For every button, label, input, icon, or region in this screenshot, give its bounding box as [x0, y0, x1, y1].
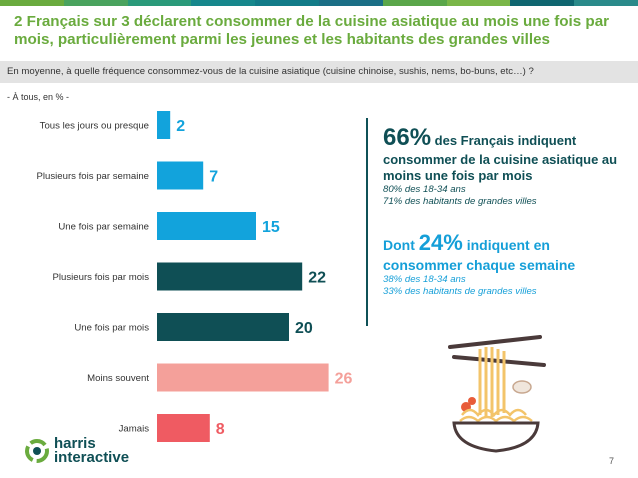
bar: [157, 414, 210, 442]
category-label: Plusieurs fois par semaine: [36, 171, 149, 182]
value-label: 20: [295, 320, 313, 337]
category-label: Tous les jours ou presque: [40, 121, 149, 132]
divider-line: [366, 118, 368, 326]
top-bar-segment: [574, 0, 638, 6]
bar: [157, 313, 289, 341]
top-bar-segment: [0, 0, 64, 6]
category-label: Une fois par semaine: [58, 222, 149, 233]
top-bar-segment: [382, 0, 447, 6]
logo-line-1: harris: [54, 435, 96, 452]
top-bar-segment: [318, 0, 383, 6]
value-label: 2: [176, 118, 185, 135]
callout-text-1b: consommer de la cuisine asiatique au moi…: [383, 152, 618, 183]
value-label: 15: [262, 219, 280, 236]
callout-pct-66: 66%: [383, 124, 432, 151]
top-bar-segment: [446, 0, 511, 6]
harris-interactive-logo: harris interactive: [24, 435, 130, 466]
callout-sub-2a: 38% des 18-34 ans: [383, 274, 466, 285]
category-label: Plusieurs fois par mois: [52, 272, 149, 283]
value-label: 26: [335, 371, 353, 388]
callout-sub-1a: 80% des 18-34 ans: [383, 184, 466, 195]
callout-prefix-2: Dont: [383, 237, 419, 253]
bar: [157, 212, 256, 240]
noodle-bowl-illustration: [448, 335, 546, 453]
value-label: 22: [308, 270, 326, 287]
value-label: 8: [216, 421, 225, 438]
bar: [157, 363, 329, 392]
logo-line-2: interactive: [54, 449, 130, 466]
bar-chart: Tous les jours ou presque 2 Plusieurs fois…: [36, 111, 353, 442]
top-bar-segment: [510, 0, 575, 6]
base-note: - À tous, en % -: [7, 92, 70, 102]
callout-text-2a: indiquent en: [462, 237, 550, 253]
question-band: En moyenne, à quelle fréquence consommez…: [0, 61, 638, 83]
top-color-bar: [0, 0, 638, 6]
callout-monthly: 66% des Français indiquent consommer de …: [383, 124, 633, 208]
value-label: 7: [209, 169, 218, 186]
survey-question: En moyenne, à quelle fréquence consommez…: [7, 66, 534, 77]
top-bar-segment: [63, 0, 128, 6]
page-number: 7: [608, 456, 614, 466]
category-label: Moins souvent: [87, 373, 149, 384]
callout-weekly: Dont 24% indiquent en consommer chaque s…: [383, 230, 633, 298]
top-bar-segment: [191, 0, 256, 6]
callout-sub-1b: 71% des habitants de grandes villes: [383, 196, 537, 207]
callout-text-1a: des Français indiquent: [431, 133, 577, 148]
callout-sub-2b: 33% des habitants de grandes villes: [383, 286, 537, 297]
bar: [157, 111, 171, 139]
top-bar-segment: [127, 0, 192, 6]
slide-title: 2 Français sur 3 déclarent consommer de …: [14, 13, 610, 48]
callout-text-2b: consommer chaque semaine: [383, 257, 576, 273]
bar: [157, 262, 303, 291]
category-label: Une fois par mois: [74, 323, 149, 334]
bar: [157, 161, 204, 190]
callout-pct-24: 24%: [418, 230, 463, 255]
top-bar-segment: [255, 0, 319, 6]
category-label: Jamais: [119, 424, 150, 435]
logo-ring-icon: [25, 439, 49, 463]
